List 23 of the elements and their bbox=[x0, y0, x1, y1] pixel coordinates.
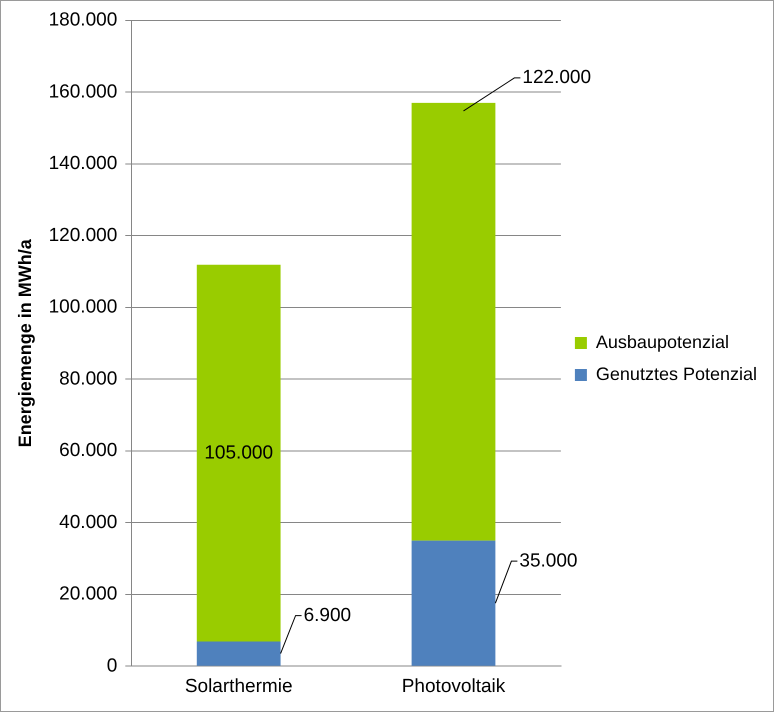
y-tick-label: 120.000 bbox=[48, 224, 118, 246]
bar bbox=[196, 264, 281, 642]
y-tick-label: 60.000 bbox=[59, 440, 118, 462]
legend-label: Genutztes Potenzial bbox=[596, 364, 758, 384]
y-tick-label: 0 bbox=[106, 655, 118, 676]
bar bbox=[412, 102, 496, 541]
y-tick-label: 80.000 bbox=[59, 368, 118, 390]
y-tick-label: 100.000 bbox=[48, 296, 118, 318]
y-tick-label: 180.000 bbox=[48, 10, 118, 31]
y-tick-label: 140.000 bbox=[48, 153, 118, 174]
bar bbox=[196, 641, 281, 666]
y-tick-label: 160.000 bbox=[48, 81, 118, 102]
data-label: 122.000 bbox=[522, 67, 592, 88]
data-label: 35.000 bbox=[519, 550, 578, 572]
y-axis-title: Energiemenge in MWh/a bbox=[14, 238, 35, 448]
y-tick-label: 20.000 bbox=[59, 584, 118, 605]
bar bbox=[412, 540, 496, 666]
x-tick-label: Solarthermie bbox=[184, 676, 293, 697]
x-tick-label: Photovoltaik bbox=[402, 676, 506, 697]
data-label: 105.000 bbox=[204, 442, 274, 464]
y-tick-label: 40.000 bbox=[59, 512, 118, 533]
legend-label: Ausbaupotenzial bbox=[596, 332, 730, 352]
data-label: 6.900 bbox=[304, 604, 352, 626]
